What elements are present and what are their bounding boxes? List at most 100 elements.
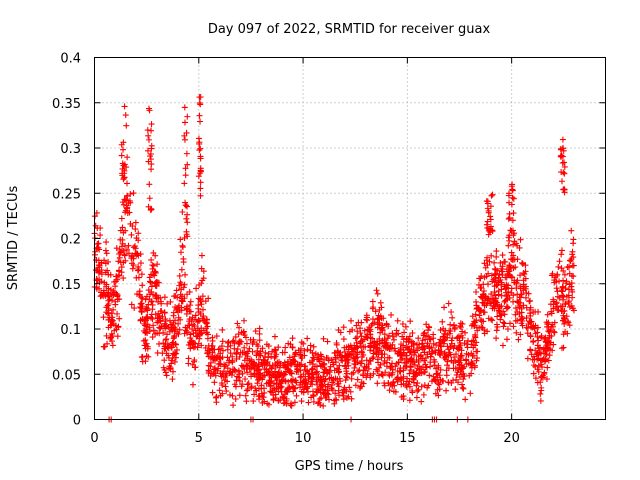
data-point (183, 150, 190, 157)
data-point (488, 291, 495, 298)
data-point (181, 119, 188, 126)
data-point (197, 179, 204, 186)
data-point (272, 347, 279, 354)
data-point (413, 357, 420, 364)
data-point (119, 224, 126, 231)
data-point (129, 265, 136, 272)
data-point (501, 320, 508, 327)
data-point (198, 280, 205, 287)
data-point (565, 298, 572, 305)
data-point (169, 339, 176, 346)
data-point (308, 366, 315, 373)
data-point (251, 391, 258, 398)
data-point (426, 336, 433, 343)
data-point (94, 241, 101, 248)
data-point (144, 147, 151, 154)
data-point (460, 385, 467, 392)
data-point (282, 378, 289, 385)
data-point (171, 293, 178, 300)
data-point (506, 237, 513, 244)
data-point (167, 298, 174, 305)
data-point (177, 279, 184, 286)
data-point (229, 366, 236, 373)
data-point (242, 392, 249, 399)
data-point (393, 360, 400, 367)
data-point (131, 305, 138, 312)
data-point (184, 161, 191, 168)
data-point (146, 181, 153, 188)
data-point (298, 361, 305, 368)
y-tick-label: 0.4 (60, 52, 81, 67)
data-point (244, 369, 251, 376)
data-point (500, 308, 507, 315)
data-point (487, 216, 494, 223)
data-point (107, 271, 114, 278)
data-point (561, 159, 568, 166)
data-point (555, 306, 562, 313)
data-point (258, 382, 265, 389)
data-point (177, 249, 184, 256)
data-point (239, 370, 246, 377)
data-point (271, 354, 278, 361)
data-point (292, 358, 299, 365)
data-point (105, 316, 112, 323)
data-point (106, 293, 113, 300)
data-point (206, 347, 213, 354)
data-point (515, 336, 522, 343)
data-point (445, 379, 452, 386)
data-point (269, 362, 276, 369)
data-point (340, 392, 347, 399)
data-point (157, 308, 164, 315)
data-point (537, 350, 544, 357)
data-point (473, 288, 480, 295)
data-point (487, 223, 494, 230)
data-point (270, 380, 277, 387)
data-point (115, 267, 122, 274)
data-point (449, 314, 456, 321)
data-point (161, 343, 168, 350)
data-point (437, 350, 444, 357)
data-point (107, 334, 114, 341)
data-point (499, 342, 506, 349)
data-point (567, 257, 574, 264)
data-point (164, 331, 171, 338)
data-point (509, 187, 516, 194)
data-point (406, 333, 413, 340)
data-point (387, 342, 394, 349)
data-point (198, 325, 205, 332)
data-point (285, 358, 292, 365)
data-point (499, 252, 506, 259)
data-point (121, 103, 128, 110)
data-point (146, 195, 153, 202)
data-point (125, 242, 132, 249)
data-point (484, 198, 491, 205)
data-point (197, 310, 204, 317)
data-point (318, 353, 325, 360)
data-point (491, 289, 498, 296)
data-point (502, 258, 509, 265)
data-point (509, 181, 516, 188)
data-point (561, 170, 568, 177)
data-point (275, 397, 282, 404)
data-point (272, 363, 279, 370)
data-point (384, 335, 391, 342)
data-point (407, 356, 414, 363)
data-point (356, 367, 363, 374)
data-point (243, 340, 250, 347)
data-point (136, 288, 143, 295)
data-point (213, 393, 220, 400)
data-point (199, 306, 206, 313)
data-point (506, 214, 513, 221)
data-point (348, 395, 355, 402)
data-point (370, 354, 377, 361)
data-point (560, 293, 567, 300)
data-point (176, 272, 183, 279)
data-point (247, 336, 254, 343)
data-point (379, 371, 386, 378)
data-point (220, 347, 227, 354)
data-point (486, 258, 493, 265)
data-point (121, 161, 128, 168)
data-point (234, 320, 241, 327)
data-point (118, 152, 125, 159)
data-point (407, 318, 414, 325)
